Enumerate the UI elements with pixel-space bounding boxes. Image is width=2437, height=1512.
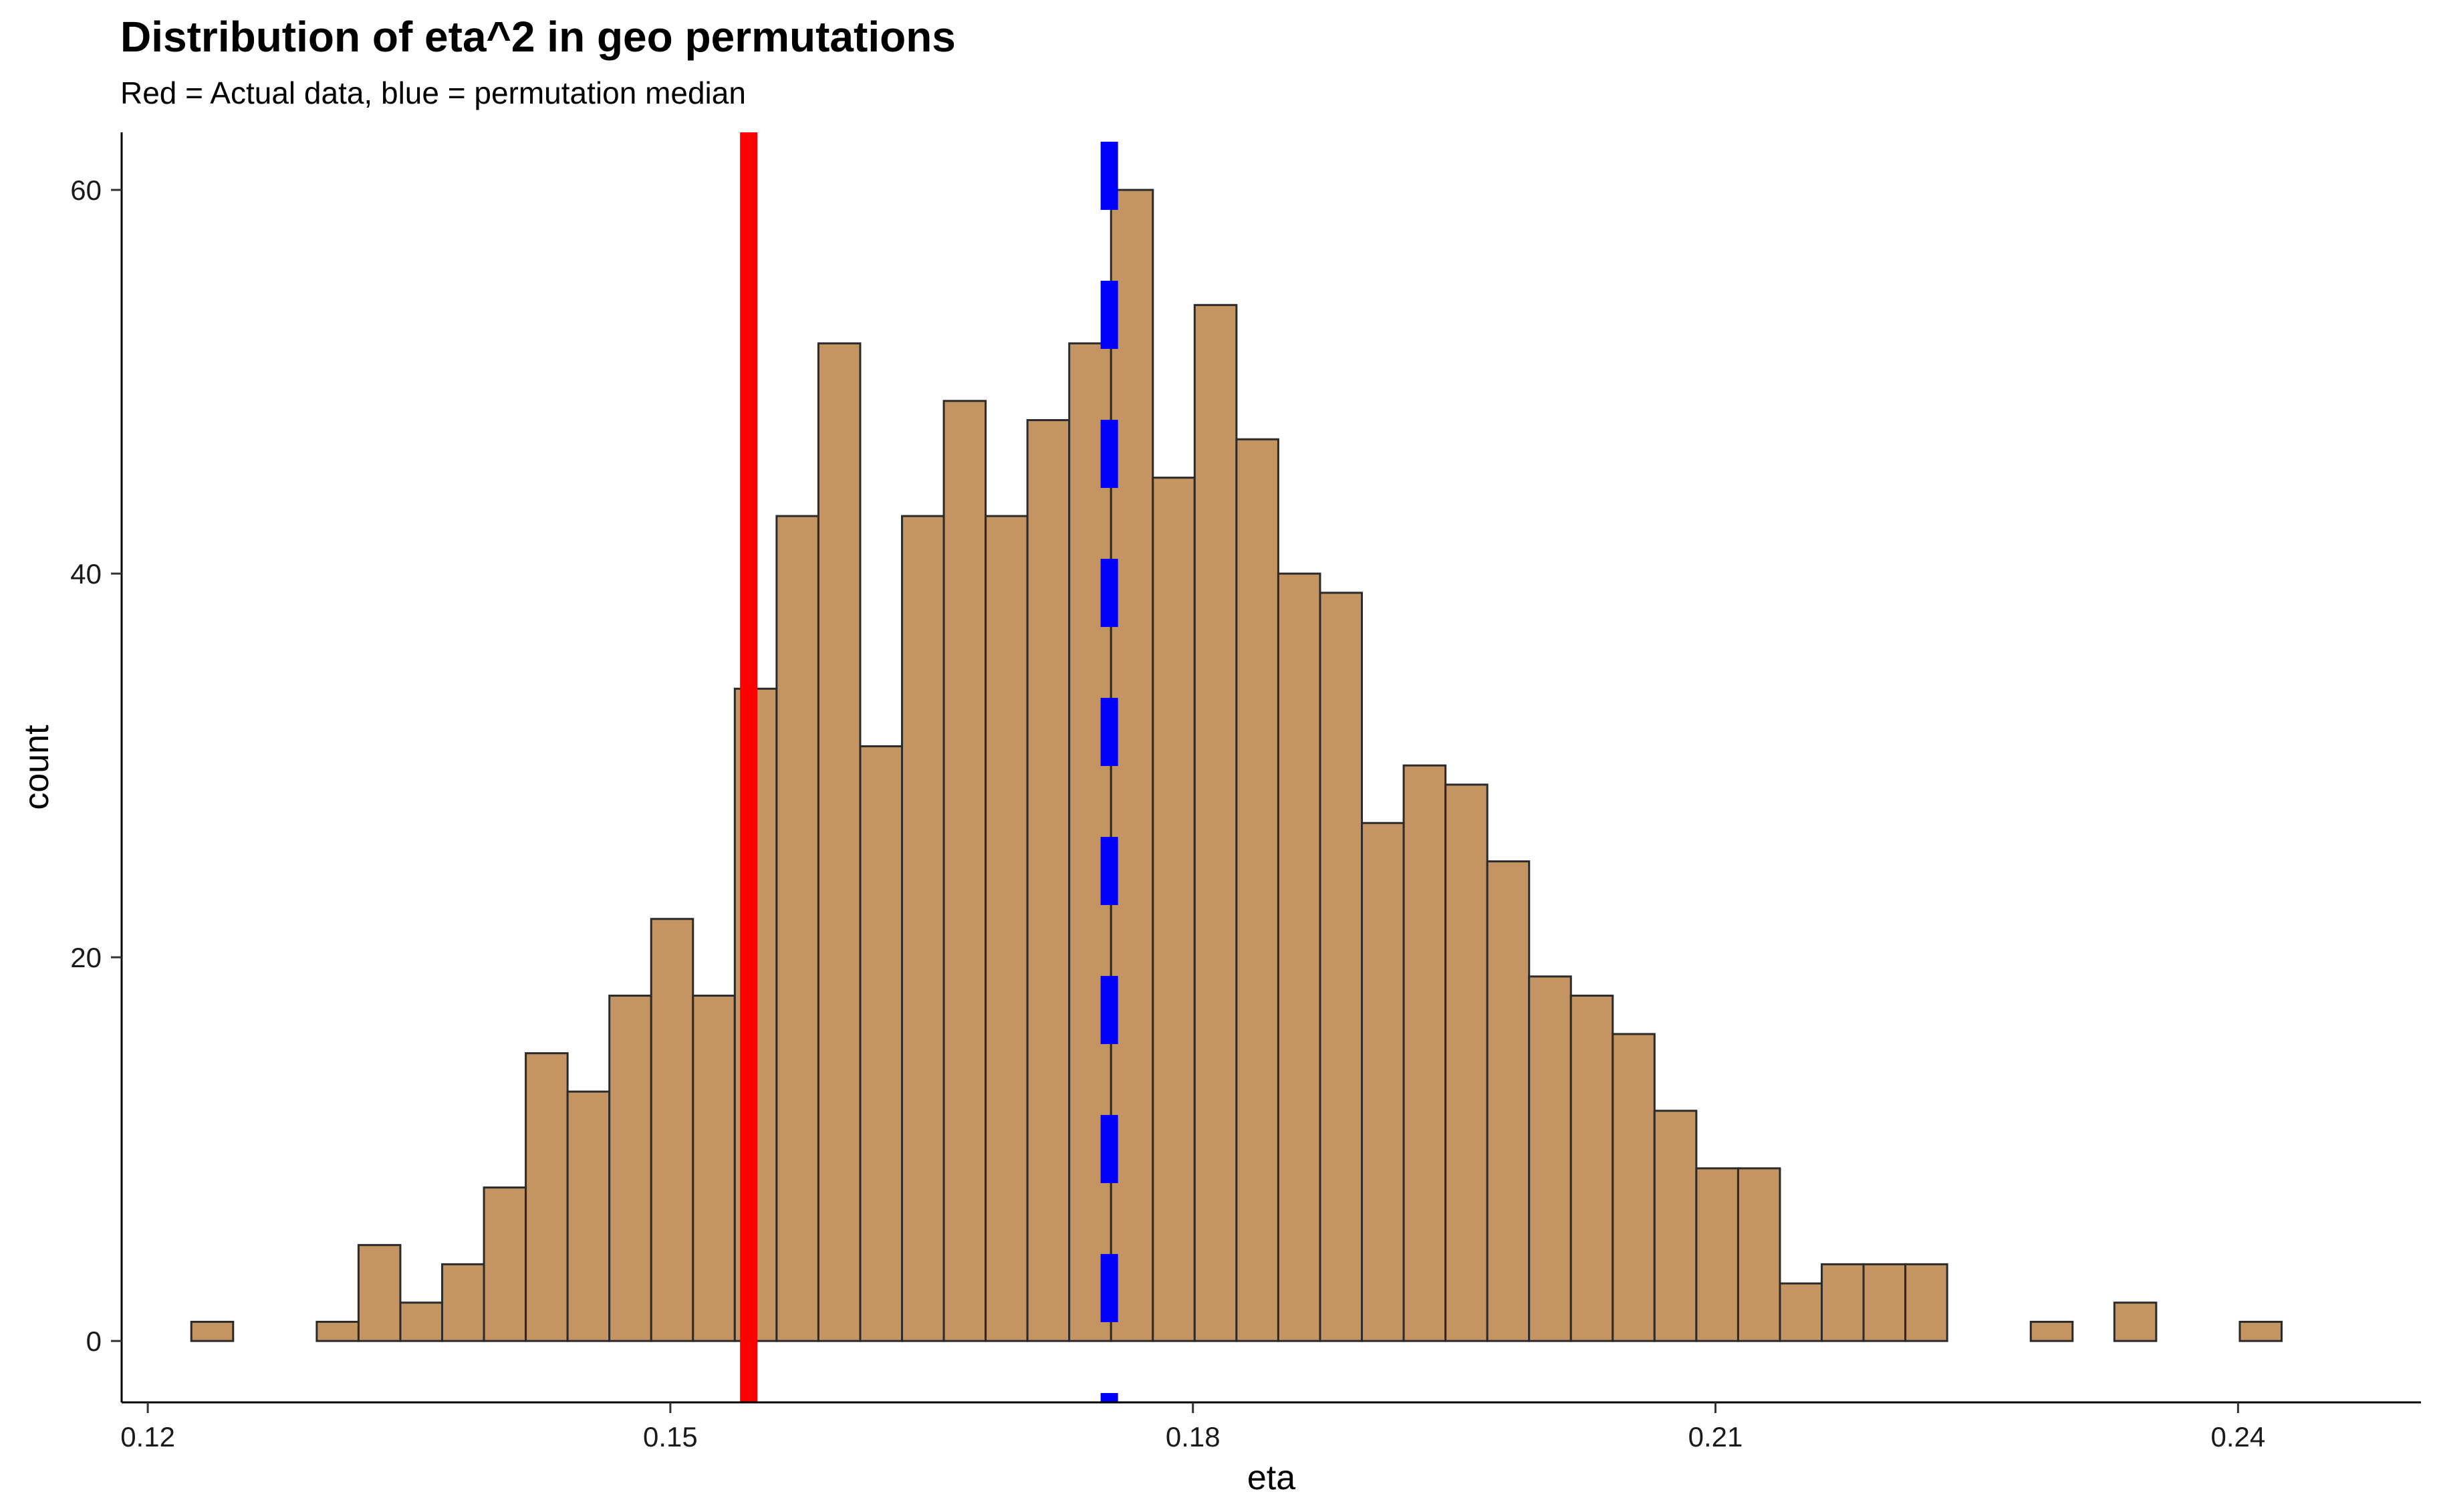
histogram-bar	[817, 342, 862, 1342]
x-tick-label: 0.21	[1688, 1421, 1743, 1453]
histogram-bar	[525, 1052, 569, 1342]
x-axis-title: eta	[1247, 1459, 1295, 1497]
histogram-bar	[942, 400, 987, 1342]
histogram-bar	[1821, 1263, 1865, 1342]
histogram-bar	[190, 1320, 235, 1342]
histogram-bar	[315, 1320, 360, 1342]
y-tick-label: 60	[70, 174, 102, 206]
histogram-bar	[1193, 303, 1238, 1342]
histogram-bar	[1152, 477, 1196, 1342]
histogram-bar	[901, 515, 945, 1342]
histogram-bar	[1486, 860, 1531, 1342]
y-tick-label: 40	[70, 558, 102, 590]
histogram-bar	[775, 515, 819, 1342]
histogram-bar	[1653, 1110, 1698, 1342]
histogram-bar	[2113, 1301, 2158, 1342]
histogram-bar	[1444, 783, 1489, 1342]
y-axis-title: count	[17, 725, 56, 810]
histogram-bar	[483, 1186, 527, 1342]
histogram-bar	[1569, 995, 1614, 1342]
x-tick-label: 0.18	[1166, 1421, 1221, 1453]
x-tick-label: 0.12	[120, 1421, 175, 1453]
x-tick-label: 0.24	[2210, 1421, 2265, 1453]
histogram-bar	[1361, 822, 1405, 1342]
histogram-bar	[1277, 572, 1321, 1342]
x-tick-label: 0.15	[643, 1421, 698, 1453]
histogram-bar	[1319, 592, 1364, 1342]
histogram-bar	[985, 515, 1029, 1342]
histogram-bar	[608, 995, 652, 1342]
histogram-bar	[1528, 975, 1572, 1342]
histogram-bar	[566, 1090, 611, 1342]
histogram-bar	[1862, 1263, 1907, 1342]
histogram-bar	[692, 995, 736, 1342]
histogram-bar	[650, 918, 694, 1342]
histogram-bar	[1402, 764, 1447, 1342]
histogram-bar	[2238, 1320, 2283, 1342]
y-tick-label: 0	[86, 1326, 102, 1357]
y-tick-label: 20	[70, 942, 102, 973]
histogram-bar	[1737, 1167, 1781, 1342]
histogram-bar	[357, 1244, 402, 1342]
histogram-bar	[1695, 1167, 1739, 1342]
histogram-bar	[1026, 419, 1071, 1342]
chart-title: Distribution of eta^2 in geo permutation…	[120, 13, 956, 61]
histogram-bar	[1904, 1263, 1948, 1342]
histogram-bar	[441, 1263, 485, 1342]
histogram-bar	[859, 745, 904, 1342]
histogram-bar	[2029, 1320, 2074, 1342]
histogram-bar	[1779, 1282, 1823, 1342]
histogram-bar	[1235, 438, 1279, 1342]
histogram-bar	[1612, 1033, 1656, 1342]
histogram-bar	[399, 1301, 444, 1342]
chart-subtitle: Red = Actual data, blue = permutation me…	[120, 76, 746, 110]
